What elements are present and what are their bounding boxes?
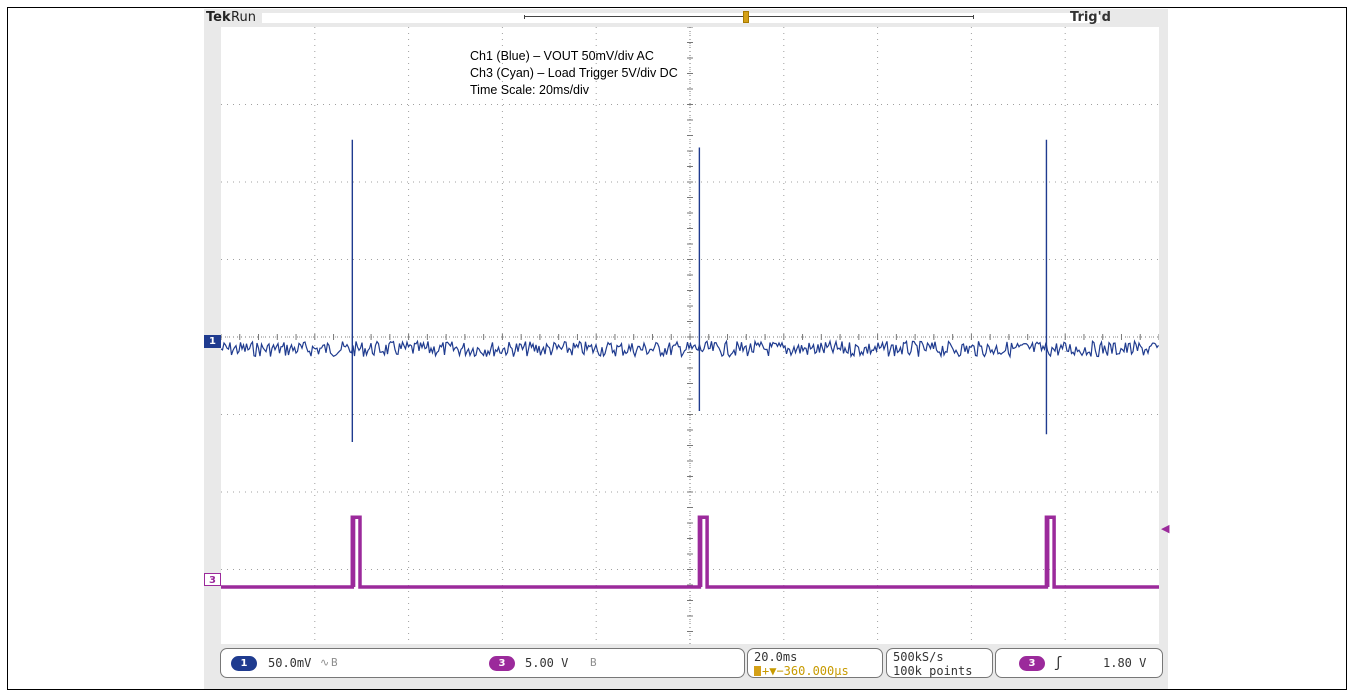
horizontal-readout-panel[interactable]: 20.0ms +▼−360.000µs	[747, 648, 883, 678]
trigger-offset-value: +▼−360.000µs	[762, 664, 849, 678]
ch3-pulse	[352, 517, 356, 587]
record-window	[524, 15, 974, 19]
acquisition-readout-panel[interactable]: 500kS/s 100k points	[886, 648, 993, 678]
trigger-status: Trig'd	[1070, 10, 1111, 25]
oscilloscope-screen: Tek Run Trig'd Ch1 (Blue) – VOUT 50mV/di…	[204, 9, 1170, 689]
annotation-box: Ch1 (Blue) – VOUT 50mV/div AC Ch3 (Cyan)…	[470, 48, 678, 99]
ch3-pulse	[699, 517, 703, 587]
trigger-source-badge[interactable]: 3	[1019, 656, 1045, 671]
run-status: Run	[231, 10, 256, 25]
trigger-offset-readout: +▼−360.000µs	[754, 664, 849, 678]
graticule	[221, 27, 1159, 647]
ch1-ground-marker[interactable]: 1	[204, 335, 221, 348]
trigger-level-readout: 1.80 V	[1103, 656, 1147, 670]
ch1-scale: 50.0mV	[268, 656, 312, 670]
brand-logo: Tek	[206, 10, 231, 25]
ch1-bandwidth-limit-icon: B	[331, 656, 338, 669]
ch3-ground-marker[interactable]: 3	[204, 573, 221, 586]
ch3-trace	[221, 515, 1159, 589]
timebase-readout: 20.0ms	[754, 650, 798, 664]
ch1-noise-line	[221, 339, 1159, 359]
sample-rate-readout: 500kS/s	[893, 650, 944, 664]
readout-bar: 1 50.0mV ∿ B 3 5.00 V B 20.0ms +▼−360.00…	[204, 644, 1168, 689]
ch3-badge[interactable]: 3	[489, 656, 515, 671]
annotation-line-ch1: Ch1 (Blue) – VOUT 50mV/div AC	[470, 49, 654, 63]
trigger-level-arrow-icon[interactable]: ◀	[1161, 522, 1170, 535]
status-bar: Tek Run Trig'd	[204, 9, 1168, 27]
ch3-pulse	[1046, 517, 1050, 587]
annotation-line-timescale: Time Scale: 20ms/div	[470, 83, 590, 97]
ch3-bandwidth-limit-icon: B	[590, 656, 597, 669]
vertical-readout-panel[interactable]: 1 50.0mV ∿ B 3 5.00 V B	[220, 648, 745, 678]
rising-edge-icon: ʃ	[1054, 655, 1063, 671]
ch3-scale: 5.00 V	[525, 656, 569, 670]
ch1-badge[interactable]: 1	[231, 656, 257, 671]
waveform-svg	[221, 27, 1159, 647]
record-position-bar	[262, 11, 1100, 23]
ch1-ac-coupling-icon: ∿	[320, 656, 330, 669]
trigger-position-marker	[743, 11, 749, 23]
record-length-readout: 100k points	[893, 664, 973, 678]
trigger-readout-panel[interactable]: 3 ʃ 1.80 V	[995, 648, 1163, 678]
plot-area	[221, 27, 1159, 647]
ch1-trace	[221, 139, 1159, 442]
annotation-line-ch3: Ch3 (Cyan) – Load Trigger 5V/div DC	[470, 66, 678, 80]
trigger-flag-icon	[754, 666, 761, 676]
